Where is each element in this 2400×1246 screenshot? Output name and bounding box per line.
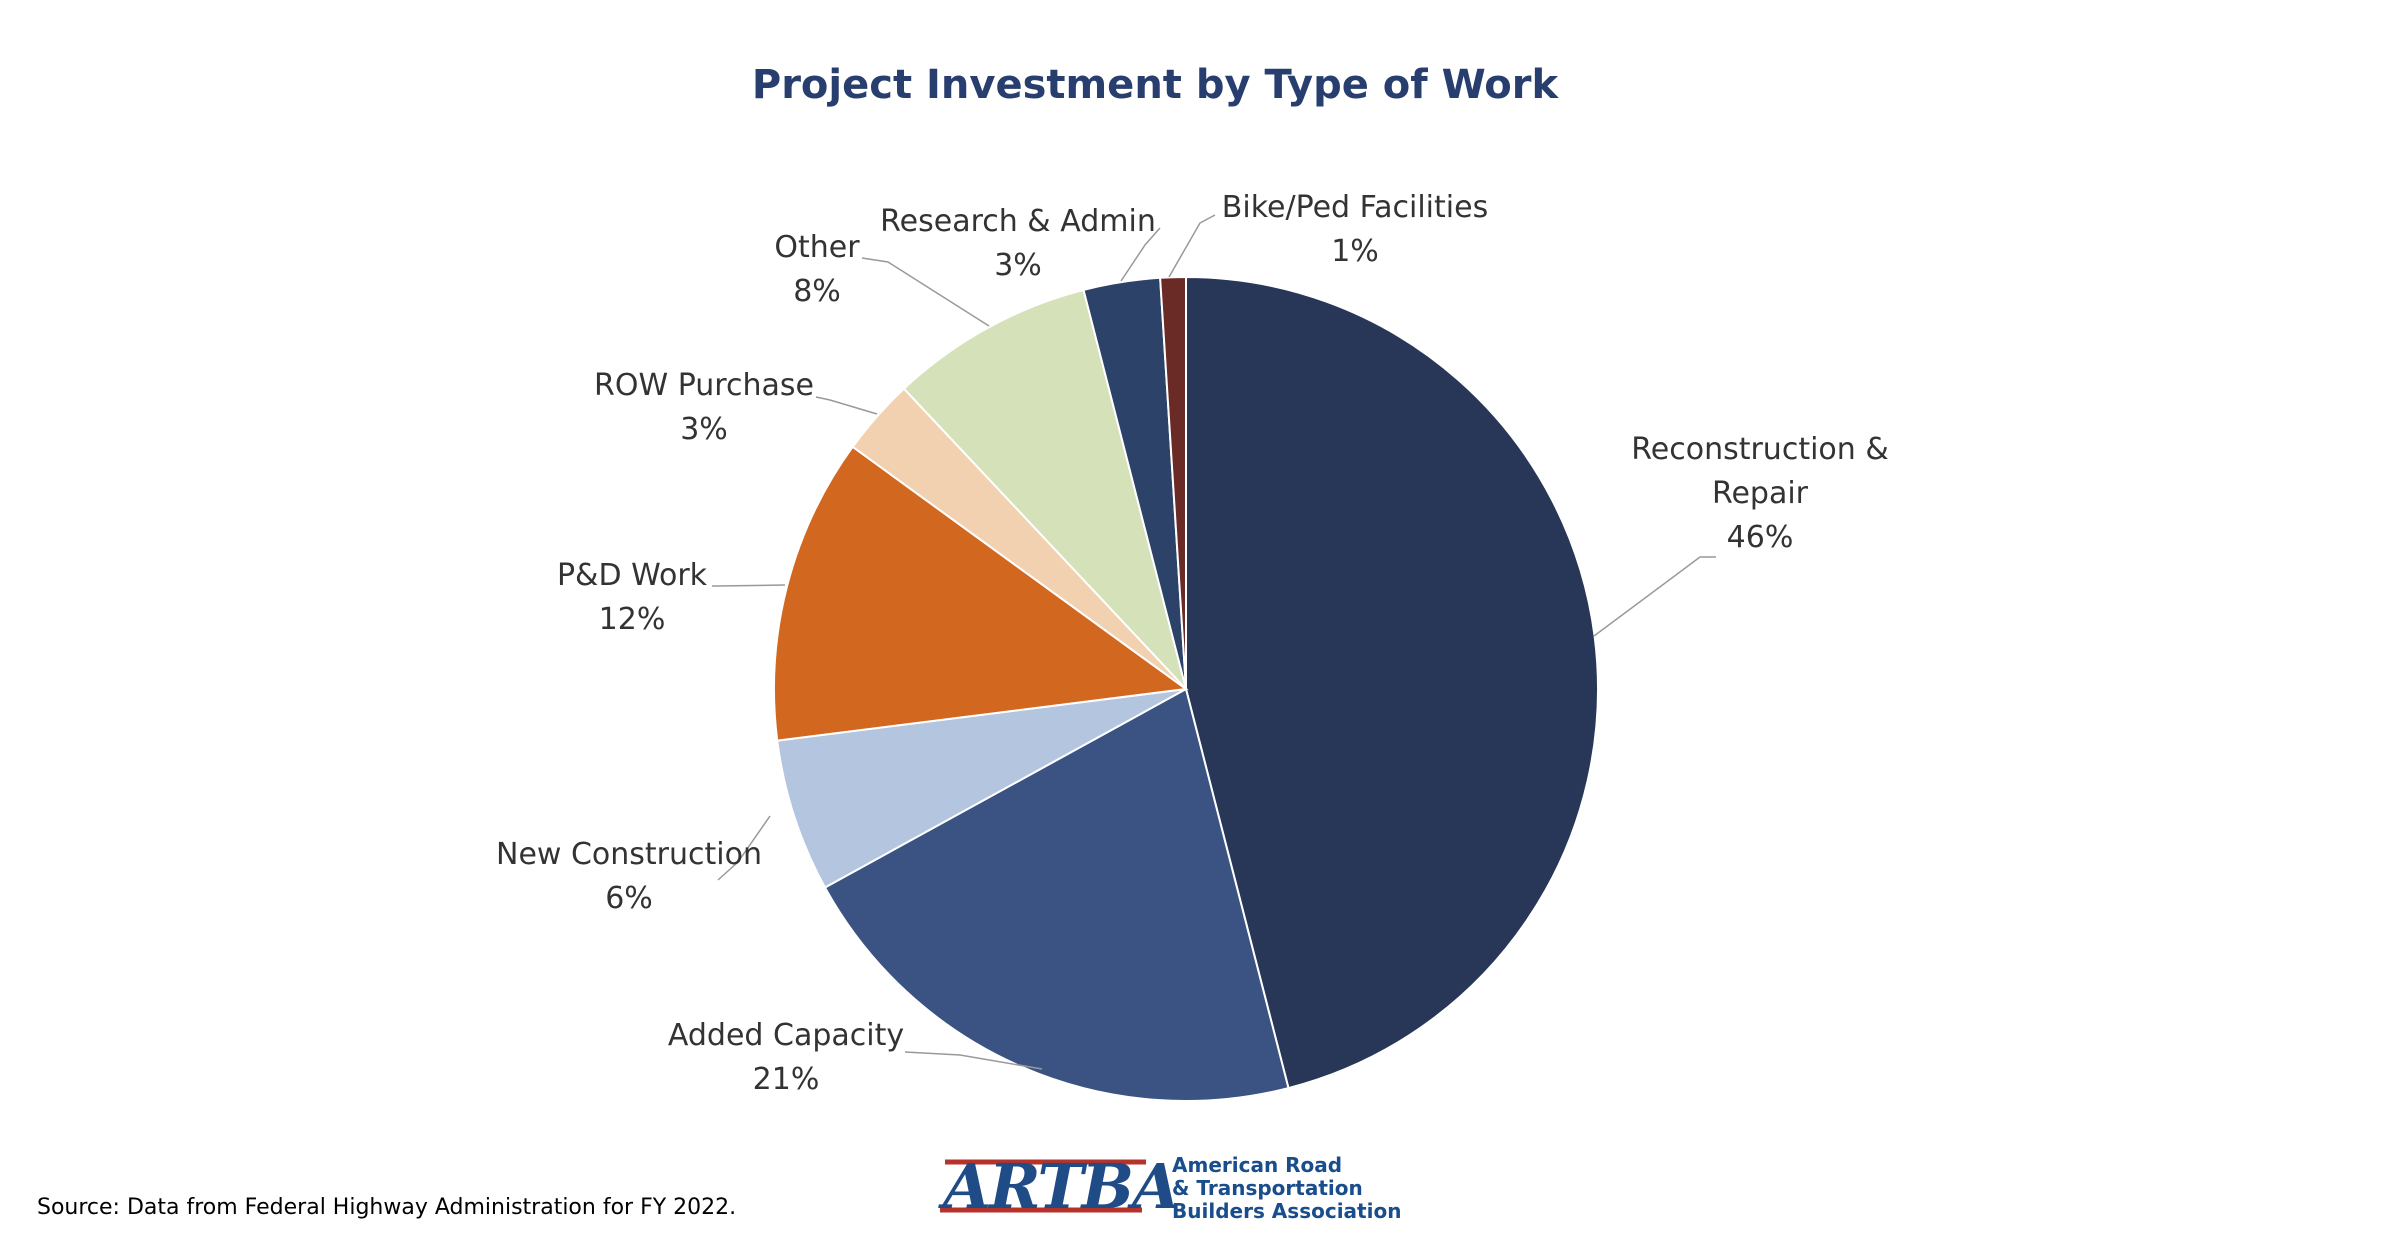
leader-line (1168, 214, 1216, 278)
value-label: 21% (752, 1062, 820, 1097)
leader-line (1593, 556, 1716, 637)
leader-line (904, 1051, 1043, 1070)
leader-line (815, 396, 878, 415)
slice-label: Research & Admin (880, 204, 1156, 239)
slice-label: Other (774, 230, 860, 265)
leader-line (717, 815, 771, 881)
pie-slice (776, 688, 1187, 889)
value-label: 3% (680, 412, 728, 447)
slice-label: Bike/Ped Facilities (1221, 190, 1489, 225)
slice-label: Added Capacity (667, 1018, 905, 1053)
value-label: 46% (1726, 520, 1794, 555)
value-label: 3% (994, 248, 1042, 283)
value-label: 1% (1331, 234, 1379, 269)
value-label: 8% (793, 274, 841, 309)
slice-label: P&D Work (556, 558, 708, 593)
logo-mark: ARTBA (943, 1150, 1180, 1223)
logo-line: & Transportation (1172, 1176, 1363, 1200)
logo-text: American Road & Transportation Builders … (1172, 1154, 1401, 1223)
leader-line (712, 584, 786, 587)
slice-label: New Construction (496, 837, 762, 872)
value-label: 12% (598, 602, 666, 637)
chart-title: Project Investment by Type of Work (751, 62, 1559, 108)
source-note: Source: Data from Federal Highway Admini… (37, 1195, 737, 1220)
pie-slice (902, 288, 1187, 690)
slice-label: ROW Purchase (594, 368, 814, 403)
pie-slice (773, 445, 1189, 742)
value-label: 6% (605, 881, 653, 916)
logo-line: American Road (1172, 1153, 1343, 1177)
leader-line (861, 257, 990, 327)
logo-line: Builders Association (1172, 1199, 1402, 1223)
leader-line (1120, 227, 1161, 282)
pie-slice (1185, 275, 1599, 1090)
pie-slice (1159, 275, 1187, 690)
pie-slice (823, 687, 1290, 1102)
slice-label: Reconstruction & Repair (1631, 432, 1889, 511)
